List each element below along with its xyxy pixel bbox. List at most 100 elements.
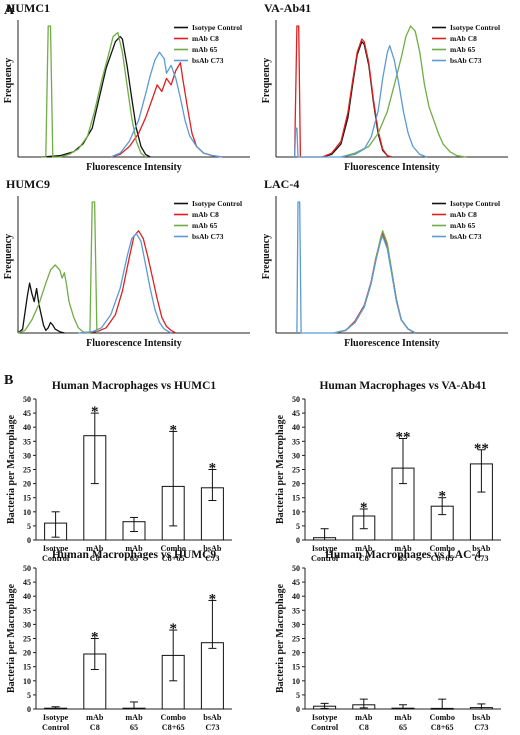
y-axis-label: Frequency xyxy=(261,58,272,103)
series-line-0 xyxy=(322,41,393,158)
x-axis-label: Fluorescence Intensity xyxy=(344,338,440,349)
y-tick-label-5: 25 xyxy=(292,635,300,644)
series-line-2 xyxy=(333,230,416,334)
category-label-3-0: Combo xyxy=(429,713,454,722)
legend-entry-1: mAb C8 xyxy=(192,34,219,43)
series-line-0 xyxy=(41,35,151,158)
y-axis-label: Frequency xyxy=(3,234,14,279)
series-line-0 xyxy=(333,234,416,334)
bar-chart-title: Human Macrophages vs HUMC9 xyxy=(52,549,217,561)
category-label-0-1: Control xyxy=(311,554,339,563)
legend-entry-2: mAb 65 xyxy=(450,45,475,54)
y-tick-label-9: 45 xyxy=(23,409,31,418)
bar-panel-5: Human Macrophages vs VA-Ab41 0 5 10 15 20 25 30… xyxy=(275,380,501,563)
histogram-panel-3: LAC-4 Frequency Fluorescence Intensity Isot… xyxy=(261,177,508,349)
series-line-1 xyxy=(293,25,393,158)
y-tick-label-9: 45 xyxy=(292,578,300,587)
legend-entry-0: Isotype Control xyxy=(192,199,242,208)
y-tick-label-4: 20 xyxy=(23,649,31,658)
legend-entry-2: mAb 65 xyxy=(192,45,217,54)
histogram-panel-1: VA-Ab41 Frequency Fluorescence Intensity Is… xyxy=(261,1,508,173)
bar-panel-6: Human Macrophages vs HUMC9 0 5 10 15 20 25 30 35… xyxy=(6,549,232,732)
y-tick-label-8: 40 xyxy=(292,592,300,601)
y-tick-label-1: 5 xyxy=(296,522,300,531)
series-line-0 xyxy=(17,282,65,334)
bar-panel-4: Human Macrophages vs HUMC1 0 5 10 15 20 25 30 35… xyxy=(6,380,232,563)
category-label-4-1: C73 xyxy=(205,723,219,732)
y-tick-label-3: 15 xyxy=(23,663,31,672)
category-label-3-1: C8+65 xyxy=(431,554,454,563)
category-label-0-1: Control xyxy=(42,723,70,732)
category-label-4-1: C73 xyxy=(474,554,488,563)
significance-marker-1: * xyxy=(91,630,99,646)
significance-marker-1: * xyxy=(360,500,368,516)
category-label-2-0: mAb xyxy=(394,713,412,722)
category-label-0-0: Isotype xyxy=(43,713,69,722)
y-tick-label-0: 0 xyxy=(27,536,31,545)
y-tick-label-10: 50 xyxy=(292,395,300,404)
legend-entry-0: Isotype Control xyxy=(192,23,242,32)
category-label-3-1: C8+65 xyxy=(162,723,185,732)
legend-entry-2: mAb 65 xyxy=(450,221,475,230)
legend-entry-3: bsAb C73 xyxy=(192,56,224,65)
series-line-3 xyxy=(296,201,416,334)
category-label-3-0: Combo xyxy=(429,544,454,553)
category-label-2-1: 65 xyxy=(399,554,407,563)
category-label-1-0: mAb xyxy=(355,544,373,553)
y-tick-label-6: 30 xyxy=(292,620,300,629)
y-tick-label-1: 5 xyxy=(27,691,31,700)
category-label-4-0: bsAb xyxy=(203,713,222,722)
significance-marker-2: ** xyxy=(396,429,411,445)
y-tick-label-7: 35 xyxy=(23,437,31,446)
charts-container: HUMC1 Frequency Fluorescence Intensity Isot… xyxy=(3,1,508,732)
category-label-4-0: bsAb xyxy=(203,544,222,553)
y-tick-label-9: 45 xyxy=(23,578,31,587)
bar-chart-title: Human Macrophages vs LAC-4 xyxy=(325,549,481,561)
legend-entry-3: bsAb C73 xyxy=(450,56,482,65)
category-label-4-0: bsAb xyxy=(472,544,491,553)
bar-panel-7: Human Macrophages vs LAC-4 0 5 10 15 20 25 30 35… xyxy=(275,549,501,732)
category-label-0-0: Isotype xyxy=(43,544,69,553)
y-tick-label-6: 30 xyxy=(23,451,31,460)
legend-entry-0: Isotype Control xyxy=(450,199,500,208)
y-tick-label-6: 30 xyxy=(292,451,300,460)
x-axis-label: Fluorescence Intensity xyxy=(86,162,182,173)
y-axis-label: Bacteria per Macrophage xyxy=(275,414,286,524)
series-line-2 xyxy=(41,25,147,158)
x-axis-label: Fluorescence Intensity xyxy=(86,338,182,349)
y-tick-label-4: 20 xyxy=(23,480,31,489)
histogram-panel-2: HUMC9 Frequency Fluorescence Intensity Isot… xyxy=(3,177,250,349)
x-axis-label: Fluorescence Intensity xyxy=(344,162,440,173)
y-tick-label-10: 50 xyxy=(23,395,31,404)
category-label-2-0: mAb xyxy=(125,544,143,553)
significance-marker-1: * xyxy=(91,404,99,420)
y-tick-label-2: 10 xyxy=(23,677,31,686)
category-label-3-1: C8+65 xyxy=(431,723,454,732)
y-tick-label-8: 40 xyxy=(23,423,31,432)
category-label-0-1: Control xyxy=(42,554,70,563)
legend-entry-2: mAb 65 xyxy=(192,221,217,230)
y-tick-label-7: 35 xyxy=(292,437,300,446)
histogram-title: HUMC1 xyxy=(6,1,50,15)
category-label-2-0: mAb xyxy=(125,713,143,722)
y-tick-label-2: 10 xyxy=(292,677,300,686)
section-label-b: B xyxy=(4,373,13,388)
category-label-4-0: bsAb xyxy=(472,713,491,722)
bar-chart-title: Human Macrophages vs HUMC1 xyxy=(52,380,217,392)
series-line-1 xyxy=(82,230,177,334)
y-tick-label-2: 10 xyxy=(23,508,31,517)
category-label-3-0: Combo xyxy=(160,713,185,722)
y-tick-label-3: 15 xyxy=(292,494,300,503)
y-tick-label-2: 10 xyxy=(292,508,300,517)
histogram-title: LAC-4 xyxy=(264,177,299,191)
y-tick-label-9: 45 xyxy=(292,409,300,418)
y-tick-label-5: 25 xyxy=(292,466,300,475)
significance-marker-3: * xyxy=(169,621,177,637)
y-tick-label-6: 30 xyxy=(23,620,31,629)
category-label-1-0: mAb xyxy=(355,713,373,722)
histogram-panel-0: HUMC1 Frequency Fluorescence Intensity Isot… xyxy=(3,1,250,173)
y-tick-label-3: 15 xyxy=(23,494,31,503)
y-tick-label-1: 5 xyxy=(27,522,31,531)
category-label-1-0: mAb xyxy=(86,544,104,553)
